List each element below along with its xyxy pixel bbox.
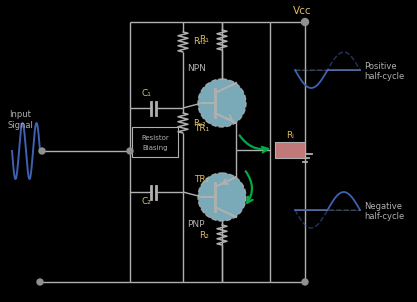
Text: Positive
half-cycle: Positive half-cycle (364, 62, 404, 82)
Circle shape (198, 173, 246, 221)
Text: C₁: C₁ (141, 89, 151, 98)
Text: R₁: R₁ (199, 36, 209, 44)
FancyBboxPatch shape (275, 142, 305, 158)
Text: NPN: NPN (187, 64, 206, 73)
FancyBboxPatch shape (132, 127, 178, 157)
Circle shape (39, 148, 45, 154)
Text: Input
Signal: Input Signal (7, 110, 33, 130)
Text: Negative
half-cycle: Negative half-cycle (364, 202, 404, 221)
Circle shape (198, 79, 246, 127)
Circle shape (37, 279, 43, 285)
Circle shape (302, 279, 308, 285)
Text: PNP: PNP (187, 220, 204, 229)
Text: Resistor: Resistor (141, 135, 169, 141)
Circle shape (127, 148, 133, 154)
Text: Vcc: Vcc (293, 6, 311, 16)
Text: TR₁: TR₁ (194, 124, 209, 133)
Text: Rₗ: Rₗ (286, 131, 294, 140)
Text: TR₂: TR₂ (194, 175, 209, 184)
Circle shape (301, 18, 309, 25)
Text: R₂: R₂ (199, 230, 209, 239)
Text: Biasing: Biasing (142, 145, 168, 151)
Text: Rₙ₂: Rₙ₂ (193, 118, 205, 127)
Text: Rₙ₁: Rₙ₁ (193, 37, 205, 47)
Text: C₂: C₂ (141, 197, 151, 206)
